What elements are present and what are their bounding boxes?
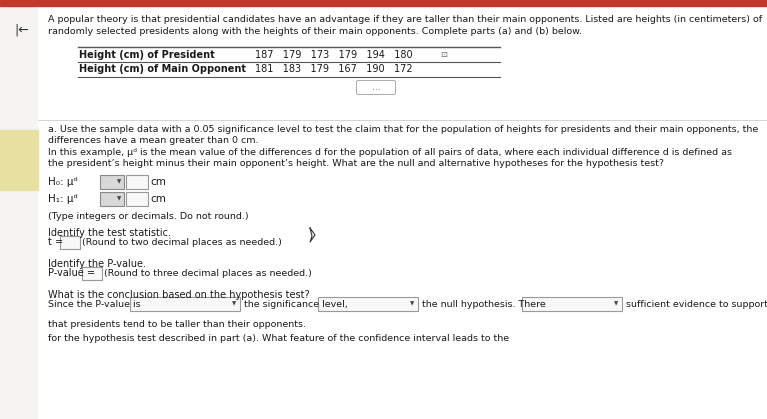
Text: sufficient evidence to support the claim: sufficient evidence to support the claim [626,300,767,308]
Text: the significance level,: the significance level, [244,300,347,308]
Text: (Round to two decimal places as needed.): (Round to two decimal places as needed.) [82,238,282,246]
Bar [130,297,240,311]
Text: ▼: ▼ [614,302,618,307]
Text: ...: ... [372,83,380,92]
FancyBboxPatch shape [357,80,396,95]
Bar [126,175,148,189]
Text: H₁: μᵈ: H₁: μᵈ [48,194,77,204]
Text: (Round to three decimal places as needed.): (Round to three decimal places as needed… [104,269,312,277]
Text: In this example, μᵈ is the mean value of the differences d for the population of: In this example, μᵈ is the mean value of… [48,148,732,157]
Bar [100,192,124,206]
Bar [0,0,767,6]
Text: randomly selected presidents along with the heights of their main opponents. Com: randomly selected presidents along with … [48,27,582,36]
Text: differences have a mean greater than 0 cm.: differences have a mean greater than 0 c… [48,136,258,145]
Text: a. Use the sample data with a 0.05 significance level to test the claim that for: a. Use the sample data with a 0.05 signi… [48,125,759,134]
Text: Height (cm) of President: Height (cm) of President [79,49,215,59]
Text: A popular theory is that presidential candidates have an advantage if they are t: A popular theory is that presidential ca… [48,15,762,24]
Bar [0,130,38,190]
Bar [38,121,767,419]
Text: ▼: ▼ [117,179,121,184]
Bar [100,175,124,189]
Text: ▼: ▼ [117,197,121,202]
Text: the null hypothesis. There: the null hypothesis. There [422,300,546,308]
Text: for the hypothesis test described in part (a). What feature of the confidence in: for the hypothesis test described in par… [48,334,509,343]
Text: Identify the P-value.: Identify the P-value. [48,259,146,269]
Bar [60,235,80,248]
Text: ▼: ▼ [232,302,236,307]
Bar [82,266,102,279]
Text: What is the conclusion based on the hypothesis test?: What is the conclusion based on the hypo… [48,290,310,300]
Text: ⊡: ⊡ [440,50,447,59]
Bar [318,297,418,311]
Text: t =: t = [48,237,63,247]
Text: 187   179   173   179   194   180: 187 179 173 179 194 180 [255,49,413,59]
Bar [522,297,622,311]
Text: |←: |← [15,23,29,36]
Text: P-value =: P-value = [48,268,95,278]
Text: Identify the test statistic.: Identify the test statistic. [48,228,171,238]
Text: Since the P-value is: Since the P-value is [48,300,140,308]
Text: Height (cm) of Main Opponent: Height (cm) of Main Opponent [79,65,246,75]
Bar [126,192,148,206]
Text: H₀: μᵈ: H₀: μᵈ [48,177,77,187]
Text: the president’s height minus their main opponent’s height. What are the null and: the president’s height minus their main … [48,159,664,168]
Text: cm: cm [150,177,166,187]
Text: (Type integers or decimals. Do not round.): (Type integers or decimals. Do not round… [48,212,249,221]
Text: that presidents tend to be taller than their opponents.: that presidents tend to be taller than t… [48,320,306,329]
Text: ▼: ▼ [410,302,414,307]
Bar [38,6,767,121]
Text: 181   183   179   167   190   172: 181 183 179 167 190 172 [255,65,413,75]
Text: cm: cm [150,194,166,204]
